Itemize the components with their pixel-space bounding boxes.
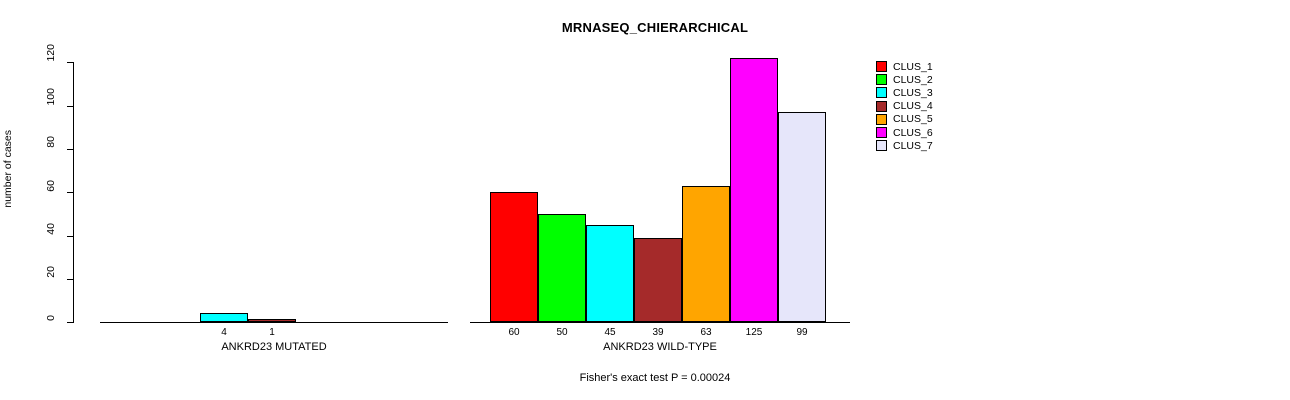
- bar-wildtype-clus3[interactable]: [586, 225, 634, 322]
- panel-mutated-label: ANKRD23 MUTATED: [221, 341, 327, 353]
- legend-label-clus4: CLUS_4: [893, 100, 933, 113]
- legend-swatch-icon-clus2: [876, 74, 887, 86]
- bar-value-label-mutated-clus3: 4: [221, 327, 227, 338]
- bar-value-label-wildtype-clus4: 39: [652, 327, 664, 338]
- legend-item-clus4: CLUS_4: [876, 100, 933, 113]
- bar-wildtype-clus4[interactable]: [634, 238, 682, 322]
- legend-label-clus7: CLUS_7: [893, 139, 933, 152]
- legend-swatch-icon-clus3: [876, 87, 887, 99]
- legend-swatch-icon-clus1: [876, 61, 887, 73]
- legend-label-clus1: CLUS_1: [893, 60, 933, 73]
- y-tick-120: [67, 62, 73, 63]
- legend: CLUS_1 CLUS_2 CLUS_3 CLUS_4 CLUS_5 CLUS_…: [876, 60, 933, 152]
- legend-swatch-icon-clus7: [876, 140, 887, 152]
- y-tick-label-100: 100: [45, 88, 57, 106]
- legend-item-clus5: CLUS_5: [876, 113, 933, 126]
- bar-value-label-wildtype-clus1: 60: [508, 327, 520, 338]
- panel-wildtype-baseline: [470, 322, 850, 323]
- fisher-test-text: Fisher's exact test P = 0.00024: [579, 372, 731, 384]
- chart-title: MRNASEQ_CHIERARCHICAL: [0, 20, 1290, 35]
- y-tick-label-20: 20: [45, 266, 57, 278]
- y-tick-40: [67, 236, 73, 237]
- legend-label-clus5: CLUS_5: [893, 113, 933, 126]
- bar-mutated-clus4[interactable]: [248, 319, 296, 322]
- legend-item-clus3: CLUS_3: [876, 86, 933, 99]
- legend-item-clus1: CLUS_1: [876, 60, 933, 73]
- legend-label-clus6: CLUS_6: [893, 126, 933, 139]
- bar-wildtype-clus5[interactable]: [682, 186, 730, 322]
- bar-value-label-mutated-clus4: 1: [269, 327, 275, 338]
- chart-title-text: MRNASEQ_CHIERARCHICAL: [561, 20, 749, 35]
- bar-wildtype-clus1[interactable]: [490, 192, 538, 322]
- y-tick-20: [67, 279, 73, 280]
- y-tick-label-40: 40: [45, 223, 57, 235]
- bar-wildtype-clus6[interactable]: [730, 58, 778, 322]
- y-tick-label-80: 80: [45, 136, 57, 148]
- legend-item-clus6: CLUS_6: [876, 126, 933, 139]
- bar-wildtype-clus2[interactable]: [538, 214, 586, 322]
- y-tick-100: [67, 106, 73, 107]
- bar-value-label-wildtype-clus5: 63: [700, 327, 712, 338]
- bar-value-label-wildtype-clus6: 125: [745, 327, 763, 338]
- bar-value-label-wildtype-clus7: 99: [796, 327, 808, 338]
- panel-wildtype-label: ANKRD23 WILD-TYPE: [603, 341, 717, 353]
- y-tick-label-60: 60: [45, 180, 57, 192]
- y-axis-line: [73, 62, 74, 323]
- y-tick-60: [67, 192, 73, 193]
- bar-wildtype-clus7[interactable]: [778, 112, 826, 322]
- y-axis-title: number of cases: [2, 130, 14, 208]
- bar-value-label-wildtype-clus3: 45: [604, 327, 616, 338]
- legend-label-clus3: CLUS_3: [893, 86, 933, 99]
- legend-label-clus2: CLUS_2: [893, 73, 933, 86]
- legend-item-clus2: CLUS_2: [876, 73, 933, 86]
- y-tick-label-120: 120: [45, 44, 57, 62]
- bar-mutated-clus3[interactable]: [200, 313, 248, 322]
- legend-swatch-icon-clus6: [876, 127, 887, 139]
- legend-swatch-icon-clus5: [876, 113, 887, 125]
- y-tick-80: [67, 149, 73, 150]
- y-tick-0: [67, 322, 73, 323]
- bar-value-label-wildtype-clus2: 50: [556, 327, 568, 338]
- y-tick-label-0: 0: [45, 315, 57, 321]
- legend-item-clus7: CLUS_7: [876, 139, 933, 152]
- legend-swatch-icon-clus4: [876, 100, 887, 112]
- fisher-test-annotation: Fisher's exact test P = 0.00024: [0, 372, 1290, 384]
- panel-mutated-baseline: [100, 322, 448, 323]
